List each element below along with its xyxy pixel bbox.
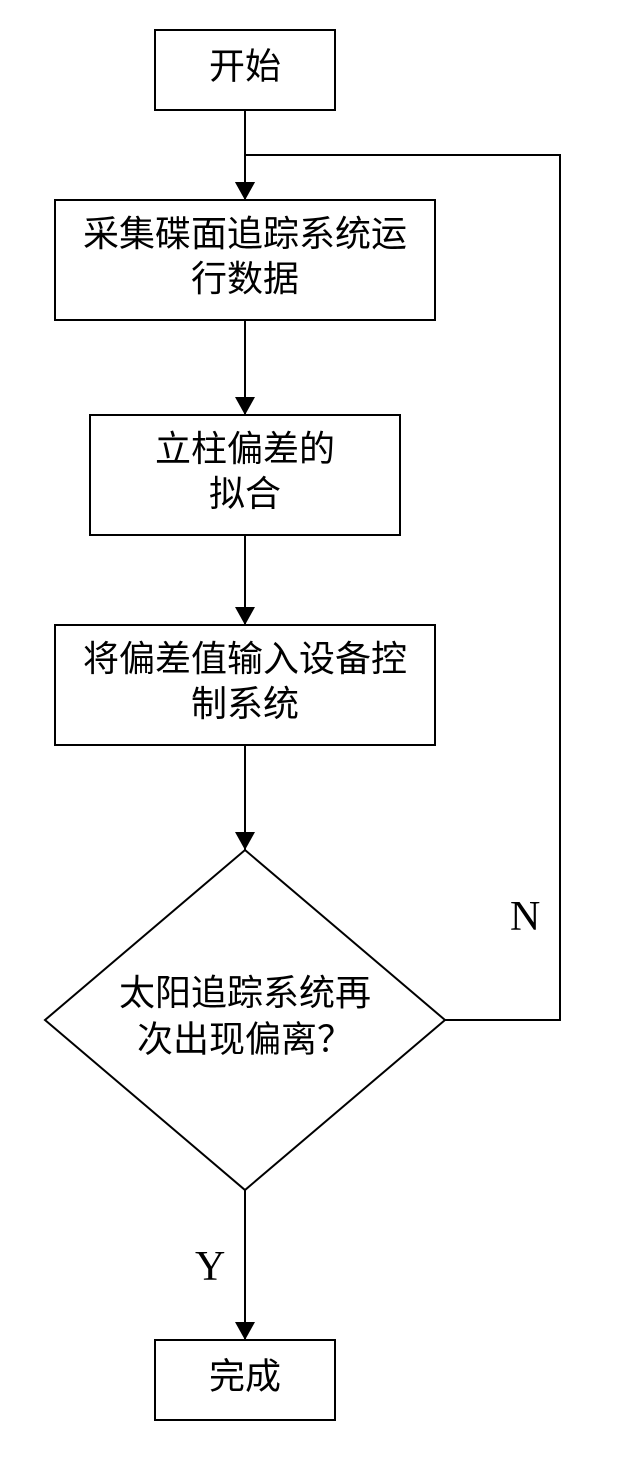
node-fit: 立柱偏差的拟合 [90,415,400,535]
node-start: 开始 [155,30,335,110]
svg-text:拟合: 拟合 [209,474,281,514]
node-decision: 太阳追踪系统再次出现偏离？ [45,850,445,1190]
svg-text:完成: 完成 [209,1356,281,1396]
svg-text:行数据: 行数据 [191,259,299,299]
node-done: 完成 [155,1340,335,1420]
svg-text:次出现偏离？: 次出现偏离？ [137,1020,353,1060]
svg-text:Y: Y [195,1244,225,1290]
svg-text:制系统: 制系统 [191,684,299,724]
svg-text:采集碟面追踪系统运: 采集碟面追踪系统运 [83,214,407,254]
svg-text:将偏差值输入设备控: 将偏差值输入设备控 [83,639,407,679]
node-collect: 采集碟面追踪系统运行数据 [55,200,435,320]
edge-input-decision [235,745,255,850]
svg-text:N: N [510,894,540,940]
edge-collect-fit [235,320,255,415]
svg-text:太阳追踪系统再: 太阳追踪系统再 [119,973,371,1013]
node-input: 将偏差值输入设备控制系统 [55,625,435,745]
edge-decision-done: Y [195,1190,255,1340]
flowchart-svg: 开始采集碟面追踪系统运行数据立柱偏差的拟合将偏差值输入设备控制系统太阳追踪系统再… [0,0,622,1479]
edge-fit-input [235,535,255,625]
svg-text:立柱偏差的: 立柱偏差的 [155,429,335,469]
svg-text:开始: 开始 [209,46,281,86]
